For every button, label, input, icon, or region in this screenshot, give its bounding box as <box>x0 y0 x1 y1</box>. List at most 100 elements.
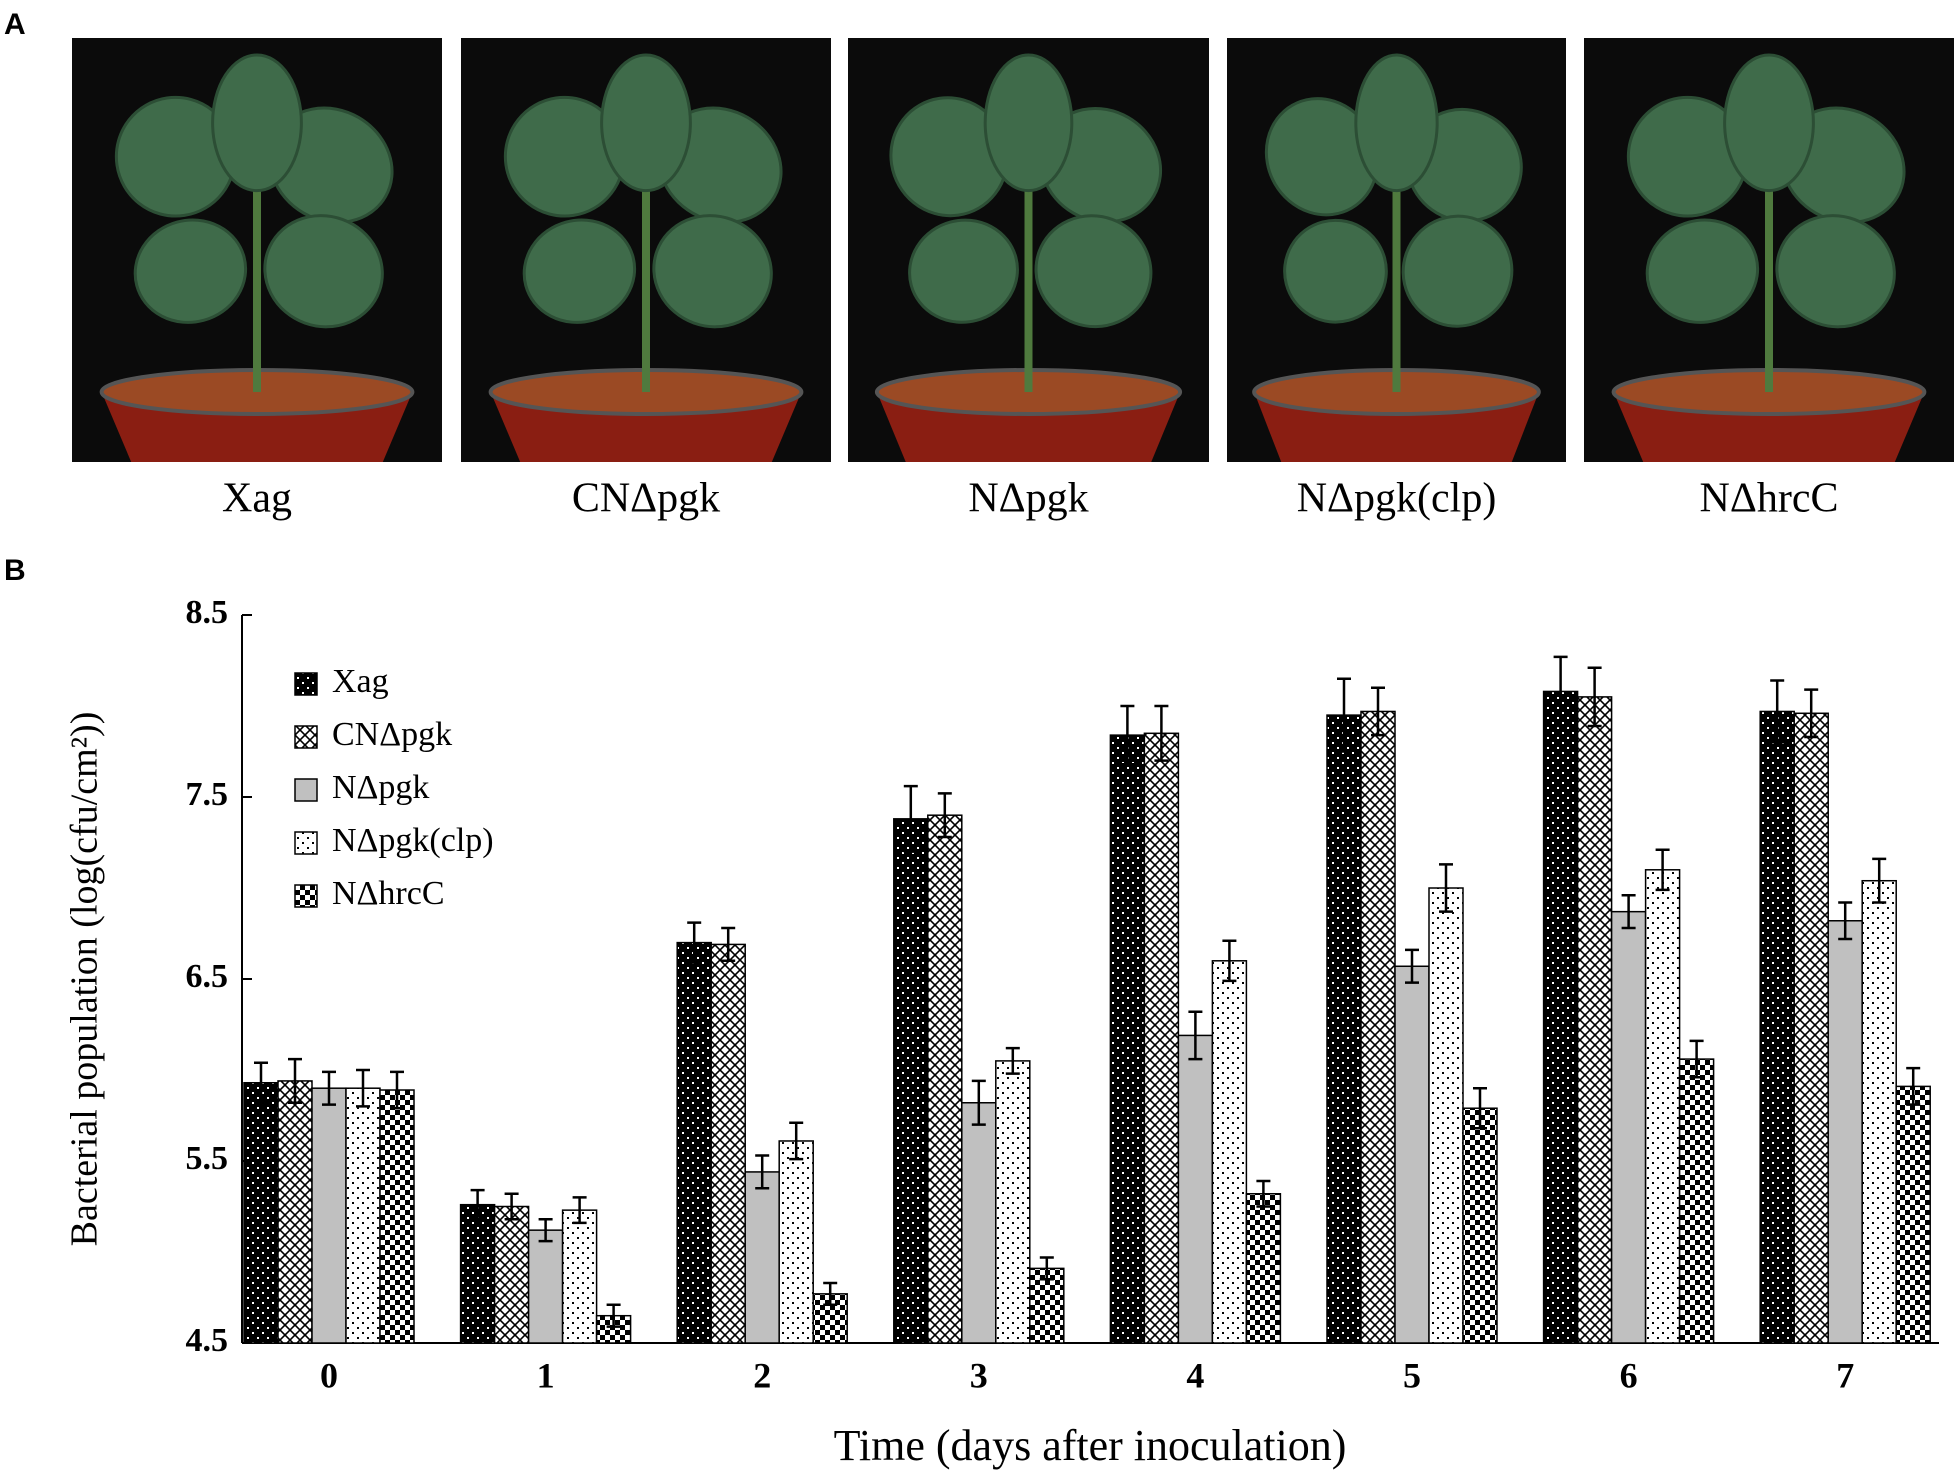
leaf <box>652 214 773 329</box>
legend-swatch <box>294 778 318 802</box>
error-bar-line <box>322 1070 336 1106</box>
error-bar <box>1906 1066 1921 1106</box>
bar <box>379 1089 415 1344</box>
bar <box>243 1081 279 1344</box>
error-bar <box>1621 894 1636 930</box>
x-tick-label: 2 <box>753 1355 771 1395</box>
bar <box>1326 714 1362 1344</box>
error-bar-line <box>903 784 918 853</box>
error-bar-line <box>254 1061 268 1105</box>
bar <box>1793 712 1829 1344</box>
x-tick-label: 6 <box>1620 1355 1638 1395</box>
bar <box>1576 696 1613 1344</box>
photo-caption: NΔhrcC <box>1700 476 1839 522</box>
x-tick-label: 3 <box>970 1355 988 1395</box>
legend-swatch <box>294 725 318 749</box>
error-bar <box>1804 688 1819 739</box>
error-bar-line <box>1621 894 1636 930</box>
bar <box>893 818 929 1344</box>
error-bar-line <box>504 1192 519 1221</box>
stem <box>253 118 261 392</box>
leaf <box>1034 214 1153 329</box>
stem <box>1024 118 1033 392</box>
y-tick-label: 5.5 <box>186 1140 229 1177</box>
leaf <box>600 53 692 193</box>
leaf <box>1775 214 1896 329</box>
error-bar <box>1222 939 1237 983</box>
photo-row: Xag CNΔpgk NΔpgk NΔpgk(clp) NΔhrcC <box>72 38 1954 522</box>
error-bar <box>1872 857 1887 904</box>
legend-swatch <box>294 884 318 908</box>
error-bar <box>288 1057 302 1105</box>
photo-caption: Xag <box>222 476 292 522</box>
error-bar <box>1655 848 1670 892</box>
error-bar-line <box>356 1068 370 1108</box>
bar <box>710 943 746 1344</box>
legend-label: NΔpgk(clp) <box>332 822 494 859</box>
leaf <box>1354 53 1439 193</box>
error-bar-line <box>1770 679 1785 744</box>
bar <box>995 1060 1031 1344</box>
x-tick-label: 0 <box>320 1355 338 1395</box>
x-tick-label: 5 <box>1403 1355 1421 1395</box>
panel-label: B <box>4 554 26 587</box>
x-tick-label: 4 <box>1186 1355 1204 1395</box>
error-bar-line <box>1256 1179 1271 1208</box>
error-bar <box>504 1192 519 1221</box>
leaf <box>522 218 637 324</box>
bar <box>1895 1085 1931 1344</box>
error-bar-line <box>789 1121 804 1161</box>
leaf <box>211 53 303 193</box>
error-bar-line <box>1371 686 1385 737</box>
leaf <box>908 218 1019 324</box>
error-bar-line <box>1587 666 1602 728</box>
bar <box>561 1209 598 1344</box>
error-bar <box>1689 1039 1704 1079</box>
error-bar-line <box>606 1303 621 1328</box>
error-bar <box>538 1217 553 1243</box>
error-bar-line <box>687 921 702 964</box>
error-bar <box>1838 901 1853 941</box>
bar <box>1462 1107 1498 1344</box>
error-bar <box>356 1068 370 1108</box>
error-bar-line <box>823 1281 838 1307</box>
error-bar-line <box>1689 1039 1704 1079</box>
error-bar <box>572 1196 587 1225</box>
error-bar <box>1120 704 1135 766</box>
error-bar <box>322 1070 336 1106</box>
bar <box>1143 732 1180 1344</box>
bar <box>277 1080 313 1344</box>
legend-label: NΔhrcC <box>332 875 445 912</box>
x-axis-title: Time (days after inoculation) <box>834 1421 1347 1470</box>
error-bar-line <box>538 1217 553 1243</box>
bar <box>1861 879 1897 1344</box>
error-bar-line <box>390 1070 404 1110</box>
stem <box>1765 118 1773 392</box>
error-bar-line <box>1655 848 1670 892</box>
leaf <box>1645 218 1760 324</box>
error-bar <box>1005 1046 1020 1075</box>
error-bar-line <box>1838 901 1853 941</box>
bar <box>1827 920 1863 1344</box>
error-bar <box>1405 948 1419 984</box>
bar <box>1610 910 1647 1344</box>
leaf <box>1283 218 1388 324</box>
stem <box>1392 118 1401 392</box>
error-bar-line <box>1473 1086 1487 1130</box>
error-bar <box>254 1061 268 1105</box>
leaf <box>1723 53 1815 193</box>
bar <box>1394 965 1430 1344</box>
leaf <box>263 214 384 329</box>
legend-label: Xag <box>332 663 389 700</box>
error-bar <box>721 926 736 963</box>
error-bar-line <box>971 1079 986 1126</box>
error-bar <box>823 1281 838 1307</box>
error-bar <box>1256 1179 1271 1208</box>
y-tick-label: 8.5 <box>186 594 229 631</box>
error-bar <box>606 1303 621 1328</box>
error-bar-line <box>1906 1066 1921 1106</box>
bar <box>1644 869 1681 1344</box>
bar <box>493 1205 530 1344</box>
legend-swatch <box>294 672 318 696</box>
bar <box>1245 1193 1282 1344</box>
